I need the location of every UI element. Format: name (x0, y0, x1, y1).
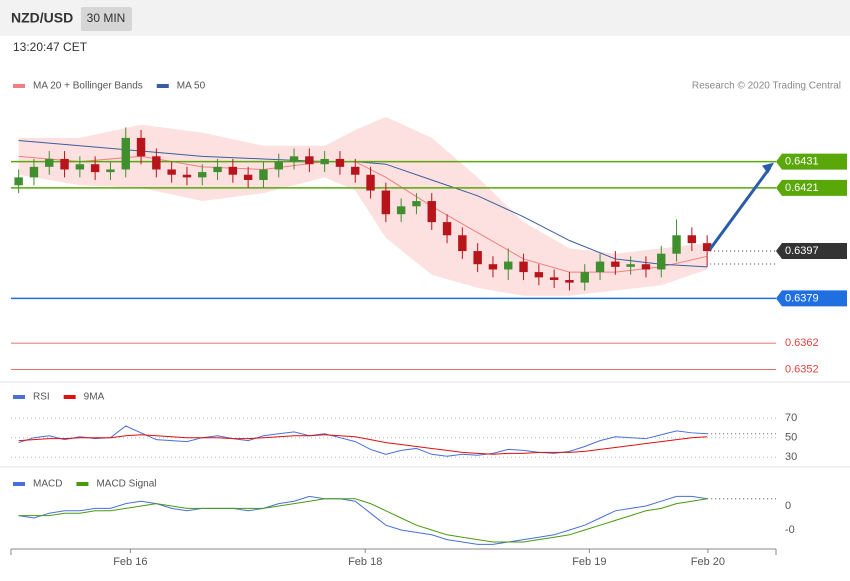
y-tick-label: 30 (785, 451, 797, 463)
y-tick-label: 70 (785, 412, 797, 424)
candle-body (396, 206, 406, 215)
candle-body (45, 158, 54, 167)
y-tick-label: 50 (785, 432, 797, 444)
candle-body (488, 264, 498, 270)
legend-label: RSI (33, 392, 50, 403)
level-label-box (776, 179, 847, 196)
legend-swatch (63, 395, 76, 399)
candle-body (626, 264, 635, 267)
level-label: 0.6362 (785, 337, 819, 349)
level-label: 0.6431 (785, 155, 819, 167)
x-tick-label: Feb 16 (113, 556, 147, 568)
candle-body (136, 137, 146, 157)
candle-body (565, 280, 574, 283)
level-label: 0.6397 (785, 245, 819, 257)
level-label-box (776, 243, 847, 260)
candle-body (259, 169, 268, 180)
candle-body (305, 156, 314, 165)
candle-body (182, 174, 192, 178)
candle-body (213, 166, 222, 173)
candle-body (60, 158, 69, 170)
x-tick-label: Feb 18 (348, 556, 382, 568)
candle-body (381, 190, 391, 215)
legend-swatch (76, 482, 89, 486)
candle-body (14, 177, 23, 186)
candle-body (672, 235, 681, 254)
legend-swatch (156, 84, 169, 88)
credit: Research © 2020 Trading Central (692, 81, 841, 92)
candle-body (641, 264, 651, 270)
ma-line (18, 140, 708, 268)
x-tick-label: Feb 19 (572, 556, 606, 568)
legend-label: MA 50 (177, 81, 206, 92)
candle-body (366, 174, 375, 191)
legend-swatch (13, 84, 25, 88)
candle-body (657, 253, 666, 270)
candle-body (90, 164, 100, 173)
indicator-line (18, 434, 708, 455)
candle-body (504, 261, 513, 270)
candle-body (473, 251, 482, 265)
candle-body (29, 166, 39, 178)
x-tick-label: Feb 20 (691, 556, 725, 568)
candle-body (595, 261, 605, 273)
symbol: NZD/USD (11, 10, 73, 26)
level-label: 0.6421 (785, 182, 819, 194)
legend-swatch (13, 482, 25, 486)
candle-body (274, 161, 283, 170)
candle-body (152, 156, 161, 170)
indicator-line (18, 498, 708, 543)
legend-swatch (13, 395, 25, 399)
candle-body (442, 222, 452, 236)
candle-body (228, 166, 238, 175)
level-label: 0.6379 (785, 292, 819, 304)
candle-body (289, 156, 299, 162)
level-label-box (776, 153, 847, 170)
candle-body (412, 201, 421, 207)
timeframe-box (81, 7, 132, 31)
legend-label: 9MA (84, 392, 105, 403)
legend-label: MACD Signal (96, 479, 156, 490)
candle-body (243, 174, 253, 180)
time: 13:20:47 CET (13, 40, 88, 54)
header-bar (0, 0, 850, 36)
indicator-line (18, 425, 708, 457)
level-label: 0.6352 (785, 363, 819, 375)
indicator-line (18, 495, 708, 545)
candle-body (702, 243, 712, 252)
level-label-box (776, 290, 847, 307)
timeframe: 30 MIN (87, 11, 126, 25)
candle-body (549, 277, 559, 280)
candle-body (458, 235, 467, 252)
candle-body (335, 158, 345, 167)
candle-body (580, 272, 589, 283)
candle-body (121, 137, 130, 170)
candle-body (167, 169, 176, 175)
candle-body (687, 235, 697, 244)
candle-body (519, 261, 528, 273)
target-arrow (708, 166, 772, 250)
candle-body (75, 164, 85, 170)
candle-body (427, 201, 436, 223)
candle-body (320, 158, 329, 165)
candle-body (534, 272, 544, 278)
candle-body (106, 169, 115, 173)
y-tick-label: 0 (785, 500, 791, 512)
legend-label: MA 20 + Bollinger Bands (33, 81, 143, 92)
candle-body (611, 261, 620, 267)
legend-label: MACD (33, 479, 62, 490)
target-arrow-head (762, 162, 774, 174)
candle-body (351, 166, 360, 175)
candle-body (198, 172, 207, 178)
y-tick-label: -0 (785, 524, 795, 536)
